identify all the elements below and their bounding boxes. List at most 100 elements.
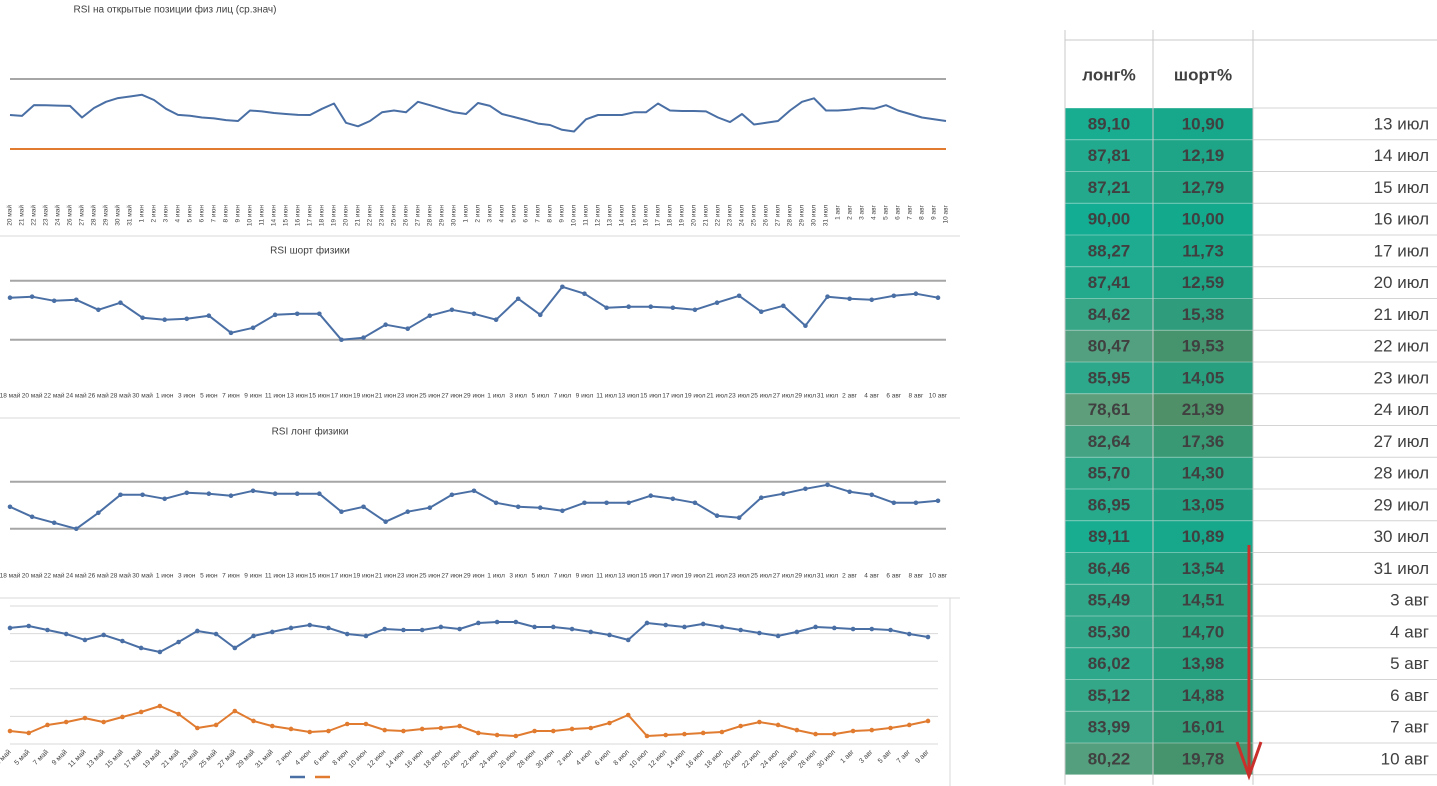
point bbox=[213, 722, 219, 728]
x-tick-label: 9 июл bbox=[576, 573, 594, 580]
x-tick-label: 11 июл bbox=[583, 205, 590, 226]
point bbox=[803, 323, 808, 329]
x-tick-label: 15 июн bbox=[283, 205, 290, 227]
point bbox=[515, 504, 521, 510]
point bbox=[736, 293, 742, 299]
point bbox=[232, 708, 238, 714]
x-tick-label: 10 авг bbox=[943, 204, 950, 223]
point bbox=[26, 730, 32, 736]
point bbox=[569, 726, 575, 732]
point bbox=[361, 335, 366, 340]
x-tick-label: 24 май bbox=[54, 205, 62, 226]
x-tick-label: 1 июн bbox=[156, 573, 174, 580]
number-cell: 14,05 bbox=[1182, 368, 1225, 387]
date-cell: 23 июл bbox=[1374, 368, 1429, 387]
x-tick-label: 7 июл bbox=[554, 573, 572, 580]
number-cell: 82,64 bbox=[1088, 432, 1131, 451]
point bbox=[120, 714, 125, 720]
date-cell: 21 июл bbox=[1374, 305, 1429, 324]
point bbox=[588, 725, 594, 731]
point bbox=[757, 719, 762, 725]
x-tick-label: 27 май bbox=[78, 205, 86, 226]
point bbox=[45, 722, 50, 728]
x-tick-label: 2 июн bbox=[151, 205, 158, 223]
x-tick-label: 27 июл bbox=[773, 393, 794, 400]
x-tick-label: 19 июл bbox=[684, 573, 705, 580]
x-tick-label: 22 май bbox=[44, 392, 65, 400]
point bbox=[405, 326, 411, 331]
x-tick-label: 23 июл bbox=[729, 573, 750, 580]
x-tick-label: 6 июл bbox=[523, 205, 530, 223]
x-tick-label: 8 авг bbox=[908, 573, 923, 580]
point bbox=[682, 624, 687, 630]
x-tick-label: 25 июл bbox=[751, 393, 772, 400]
point bbox=[537, 505, 543, 511]
x-tick-label: 25 июн bbox=[419, 573, 441, 580]
x-tick-label: 4 июн bbox=[175, 205, 182, 223]
point bbox=[850, 728, 856, 734]
point bbox=[551, 728, 556, 734]
point bbox=[847, 296, 852, 302]
x-tick-label: 1 июл bbox=[487, 393, 505, 400]
x-tick-label: 27 июн bbox=[441, 393, 463, 400]
point bbox=[738, 627, 743, 633]
table: лонг% шорт% 89,10 10,90 13 июл 87,81 12,19 14 и… bbox=[1064, 30, 1437, 785]
point bbox=[670, 305, 676, 311]
number-cell: 85,30 bbox=[1088, 622, 1131, 641]
x-tick-label: 9 июн bbox=[244, 573, 262, 580]
point bbox=[157, 703, 163, 709]
point bbox=[405, 509, 411, 515]
point bbox=[449, 307, 455, 313]
x-tick-label: 21 июн bbox=[375, 573, 397, 580]
number-cell: 88,27 bbox=[1088, 241, 1131, 260]
cell-bg bbox=[1153, 647, 1253, 680]
number-cell: 87,41 bbox=[1088, 273, 1131, 292]
x-tick-label: 28 май bbox=[110, 392, 131, 400]
date-cell: 5 авг bbox=[1390, 654, 1429, 673]
cell-bg bbox=[1153, 108, 1253, 140]
x-tick-label: 8 июн bbox=[223, 205, 230, 223]
cell-bg bbox=[1153, 362, 1253, 394]
point bbox=[438, 624, 444, 630]
point bbox=[604, 305, 609, 311]
x-tick-label: 1 июл bbox=[463, 205, 470, 223]
point bbox=[700, 730, 706, 736]
x-tick-label: 9 авг bbox=[931, 204, 938, 219]
point bbox=[294, 311, 300, 317]
x-tick-label: 6 авг bbox=[886, 393, 901, 400]
x-tick-label: 26 июн bbox=[403, 205, 410, 227]
x-tick-label: 1 авг bbox=[835, 204, 842, 219]
point bbox=[692, 307, 698, 313]
point bbox=[294, 491, 300, 497]
x-tick-label: 29 июн bbox=[439, 205, 446, 227]
point bbox=[195, 628, 200, 634]
point bbox=[607, 632, 612, 638]
point bbox=[382, 626, 387, 632]
number-cell: 16,01 bbox=[1182, 718, 1225, 737]
number-cell: 86,02 bbox=[1088, 654, 1131, 673]
point bbox=[891, 500, 897, 506]
cell-bg bbox=[1153, 330, 1253, 362]
x-tick-label: 15 июн bbox=[309, 573, 331, 580]
point bbox=[140, 492, 145, 498]
point bbox=[206, 313, 212, 319]
point bbox=[272, 312, 278, 318]
x-tick-label: 3 июн bbox=[163, 205, 170, 223]
point bbox=[758, 495, 764, 501]
cell-bg bbox=[1153, 393, 1253, 426]
x-tick-label: 5 июл bbox=[531, 573, 549, 580]
point bbox=[449, 492, 455, 498]
point bbox=[82, 637, 88, 643]
number-cell: 10,90 bbox=[1182, 114, 1225, 133]
point bbox=[569, 626, 575, 632]
x-tick-label: 22 май bbox=[44, 572, 65, 580]
point bbox=[184, 490, 190, 496]
x-tick-label: 1 июн bbox=[156, 393, 174, 400]
point bbox=[251, 633, 256, 639]
point bbox=[457, 626, 462, 632]
x-tick-label: 31 июл bbox=[817, 393, 838, 400]
point bbox=[626, 500, 631, 506]
x-tick-label: 12 июл bbox=[595, 205, 602, 226]
point bbox=[682, 731, 687, 737]
